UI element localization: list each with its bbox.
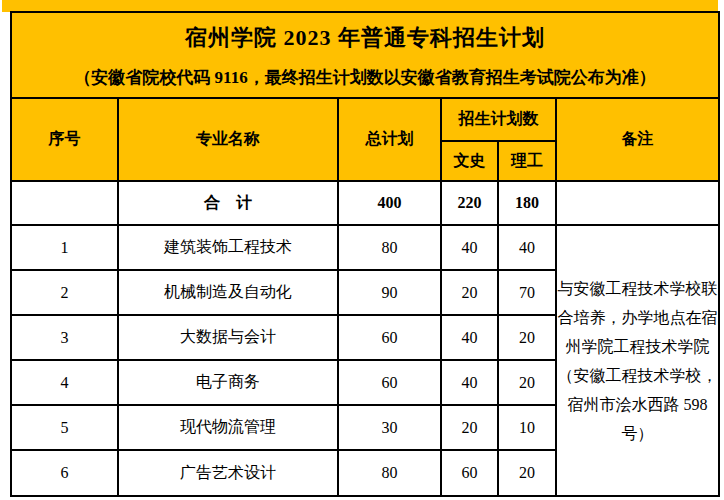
major-cell: 机械制造及自动化: [118, 270, 338, 315]
liberal-arts-cell: 40: [441, 225, 498, 270]
liberal-arts-cell: 40: [441, 360, 498, 405]
table-row: 1 建筑装饰工程技术 80 40 40 与安徽工程技术学校联合培养，办学地点在宿…: [11, 225, 719, 270]
title-row: 宿州学院 2023 年普通专科招生计划 （安徽省院校代码 9116，最终招生计划…: [11, 12, 719, 98]
admission-plan-table: 宿州学院 2023 年普通专科招生计划 （安徽省院校代码 9116，最终招生计划…: [10, 11, 720, 497]
science-cell: 20: [498, 315, 556, 360]
col-header-science: 理工: [498, 141, 556, 181]
total-cell: 30: [338, 405, 441, 450]
index-cell: 1: [11, 225, 118, 270]
page-subtitle: （安徽省院校代码 9116，最终招生计划数以安徽省教育招生考试院公布为准）: [12, 66, 718, 89]
total-label-cell: 合 计: [118, 181, 338, 225]
col-header-liberal-arts: 文史: [441, 141, 498, 181]
col-header-index: 序号: [11, 98, 118, 181]
liberal-arts-cell: 40: [441, 315, 498, 360]
header-row-top: 序号 专业名称 总计划 招生计划数 备注: [11, 98, 719, 141]
total-cell: 90: [338, 270, 441, 315]
total-row: 合 计 400 220 180: [11, 181, 719, 225]
science-cell: 10: [498, 405, 556, 450]
major-cell: 电子商务: [118, 360, 338, 405]
index-cell: 4: [11, 360, 118, 405]
index-cell: 3: [11, 315, 118, 360]
science-cell: 70: [498, 270, 556, 315]
science-cell: 20: [498, 360, 556, 405]
page-title: 宿州学院 2023 年普通专科招生计划: [12, 23, 718, 53]
title-cell: 宿州学院 2023 年普通专科招生计划 （安徽省院校代码 9116，最终招生计划…: [11, 12, 719, 98]
index-cell: 5: [11, 405, 118, 450]
liberal-arts-cell: 20: [441, 270, 498, 315]
major-cell: 现代物流管理: [118, 405, 338, 450]
science-cell: 40: [498, 225, 556, 270]
total-remark-cell: [556, 181, 719, 225]
remark-cell: 与安徽工程技术学校联合培养，办学地点在宿州学院工程技术学院（安徽工程技术学校，宿…: [556, 225, 719, 496]
total-liberal-arts-cell: 220: [441, 181, 498, 225]
major-cell: 广告艺术设计: [118, 450, 338, 496]
liberal-arts-cell: 20: [441, 405, 498, 450]
total-cell: 60: [338, 360, 441, 405]
index-cell: 2: [11, 270, 118, 315]
liberal-arts-cell: 60: [441, 450, 498, 496]
col-header-major: 专业名称: [118, 98, 338, 181]
total-cell: 80: [338, 225, 441, 270]
major-cell: 建筑装饰工程技术: [118, 225, 338, 270]
total-index-cell: [11, 181, 118, 225]
science-cell: 20: [498, 450, 556, 496]
col-header-remark: 备注: [556, 98, 719, 181]
page: 宿州学院 2023 年普通专科招生计划 （安徽省院校代码 9116，最终招生计划…: [0, 0, 724, 500]
total-science-cell: 180: [498, 181, 556, 225]
total-cell: 80: [338, 450, 441, 496]
col-header-total: 总计划: [338, 98, 441, 181]
total-total-cell: 400: [338, 181, 441, 225]
total-cell: 60: [338, 315, 441, 360]
index-cell: 6: [11, 450, 118, 496]
major-cell: 大数据与会计: [118, 315, 338, 360]
col-header-plan-group: 招生计划数: [441, 98, 556, 141]
